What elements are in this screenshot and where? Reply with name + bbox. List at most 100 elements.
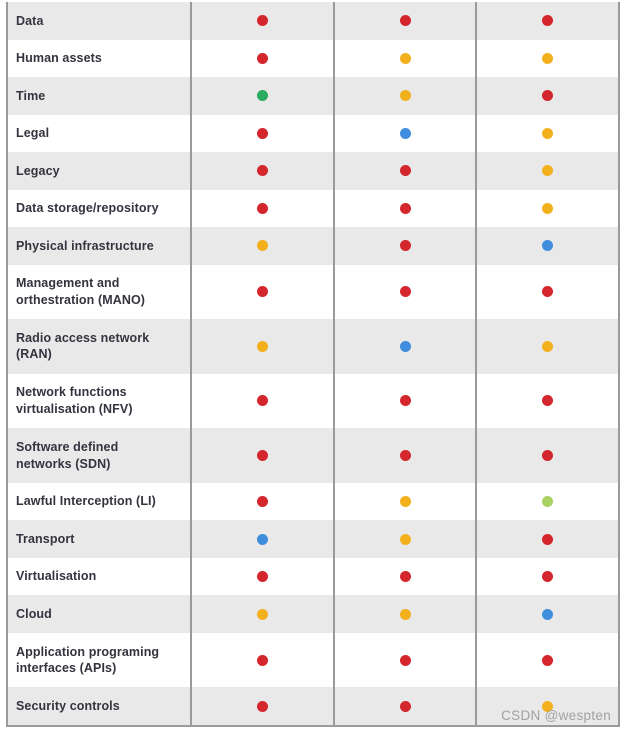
status-dot-red: [399, 571, 411, 583]
row-label-cell: Cloud: [8, 595, 192, 633]
table-row: Transport: [8, 520, 621, 558]
table-row: Radio access network (RAN): [8, 319, 621, 374]
status-dot-amber: [399, 496, 411, 508]
status-dot-red: [399, 165, 411, 177]
status-dot-amber: [542, 127, 554, 139]
row-label-cell: Time: [8, 77, 192, 115]
status-cell: [335, 114, 478, 152]
status-dot-amber: [542, 700, 554, 712]
row-label-cell: Security controls: [8, 687, 192, 725]
status-dot-red: [256, 654, 268, 666]
status-cell: [335, 77, 478, 115]
row-label: Network functions virtualisation (NFV): [16, 385, 133, 416]
status-dot-amber: [256, 608, 268, 620]
table-row: Legal: [8, 114, 621, 152]
status-dot-light-green: [542, 496, 554, 508]
table-row: Management and orthestration (MANO): [8, 264, 621, 320]
status-cell: [192, 687, 335, 725]
status-cell: [477, 557, 621, 596]
table-row: Time: [8, 77, 621, 115]
status-cell: [335, 595, 478, 633]
status-cell: [335, 687, 478, 725]
table-row: Virtualisation: [8, 557, 621, 596]
row-label: Human assets: [16, 51, 102, 65]
status-dot-amber: [542, 52, 554, 64]
status-dot-red: [399, 395, 411, 407]
status-dot-blue: [542, 240, 554, 252]
row-label-cell: Physical infrastructure: [8, 227, 192, 265]
row-label-cell: Data storage/repository: [8, 189, 192, 227]
status-cell: [477, 428, 621, 483]
row-label-cell: Application programing interfaces (APIs): [8, 632, 192, 688]
row-label: Legal: [16, 126, 50, 140]
status-cell: [335, 264, 478, 320]
row-label-cell: Data: [8, 2, 192, 40]
row-label: Transport: [16, 531, 75, 546]
row-label-cell: Legal: [8, 114, 192, 152]
status-dot-red: [256, 496, 268, 508]
row-label-cell: Virtualisation: [8, 557, 192, 596]
status-dot-red: [542, 395, 554, 407]
status-cell: [477, 373, 621, 429]
status-cell: [335, 227, 478, 265]
status-cell: [477, 2, 621, 40]
status-cell: [192, 319, 335, 374]
row-label: Legacy: [16, 163, 60, 178]
status-cell: [192, 39, 335, 77]
status-cell: [192, 189, 335, 227]
row-label: Management and orthestration (MANO): [16, 276, 146, 307]
status-cell: [477, 227, 621, 265]
status-cell: [335, 520, 478, 558]
row-label: Application programing interfaces (APIs): [16, 644, 160, 676]
table-row: Human assets: [8, 39, 621, 77]
watermark: CSDN @wespten: [501, 708, 611, 723]
status-cell: [192, 373, 335, 429]
status-dot-red: [256, 202, 268, 214]
status-cell: [477, 77, 621, 115]
status-dot-blue: [256, 533, 268, 545]
status-dot-red: [256, 571, 268, 583]
row-label-cell: Human assets: [8, 39, 192, 77]
status-cell: [477, 39, 621, 77]
status-dot-amber: [399, 533, 411, 545]
table-row: Security controls: [8, 687, 621, 725]
status-cell: [477, 687, 621, 725]
row-label: Security controls: [16, 698, 120, 713]
status-cell: [335, 373, 478, 429]
status-dot-amber: [399, 52, 411, 64]
status-cell: [477, 319, 621, 374]
status-dot-blue: [399, 127, 411, 139]
row-label: Physical infrastructure: [16, 238, 154, 253]
status-cell: [477, 520, 621, 558]
status-dot-red: [256, 127, 268, 139]
readiness-matrix-table: Data Human assets Time Legal Legacy Data stor…: [6, 2, 621, 727]
status-dot-red: [399, 654, 411, 666]
status-dot-red: [256, 52, 268, 64]
status-dot-red: [542, 533, 554, 545]
status-cell: [477, 482, 621, 521]
table-row: Legacy: [8, 152, 621, 190]
status-dot-red: [399, 15, 411, 27]
row-label: Virtualisation: [16, 569, 97, 584]
status-cell: [192, 428, 335, 483]
status-dot-amber: [256, 340, 268, 352]
row-label: Data: [16, 13, 44, 28]
status-cell: [477, 595, 621, 633]
status-dot-red: [256, 15, 268, 27]
status-cell: [192, 2, 335, 40]
row-label-cell: Legacy: [8, 152, 192, 190]
status-dot-blue: [399, 340, 411, 352]
row-label: Software defined networks (SDN): [16, 440, 119, 471]
table-row: Physical infrastructure: [8, 227, 621, 265]
status-cell: [192, 114, 335, 152]
status-cell: [192, 264, 335, 320]
status-cell: [335, 428, 478, 483]
status-dot-amber: [399, 608, 411, 620]
status-dot-red: [256, 286, 268, 298]
status-cell: [477, 152, 621, 190]
status-dot-amber: [542, 202, 554, 214]
status-dot-amber: [256, 240, 268, 252]
table-row: Application programing interfaces (APIs): [8, 632, 621, 688]
status-dot-red: [542, 654, 554, 666]
row-label: Lawful Interception (LI): [16, 494, 156, 509]
